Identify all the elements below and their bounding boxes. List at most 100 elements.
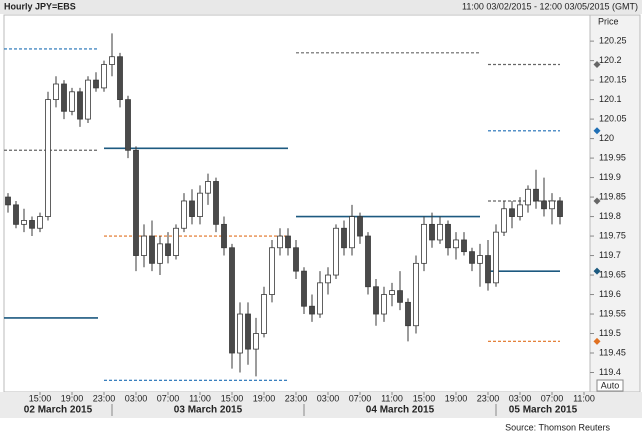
plot-area [3, 14, 591, 393]
candle-body [277, 235, 283, 249]
candle-body [301, 270, 307, 307]
y-tick-label: 120.2 [599, 55, 622, 65]
candle-body [365, 235, 371, 288]
level-marker [593, 61, 601, 69]
candle-body [549, 200, 555, 210]
candle-body [45, 99, 51, 217]
chart-subtitle: 11:00 03/02/2015 - 12:00 03/05/2015 (GMT… [462, 1, 638, 11]
candle-body [437, 223, 443, 241]
candle-body [101, 64, 107, 89]
candle-body [405, 301, 411, 327]
x-tick-label: 19:00 [253, 393, 276, 403]
candle-body [205, 181, 211, 194]
x-tick-label: 11:00 [189, 393, 211, 403]
candle-body [333, 227, 339, 276]
candle-body [29, 220, 35, 229]
price-axis-panel [589, 14, 641, 393]
y-tick-label: 119.95 [599, 152, 626, 162]
candle-body [149, 235, 155, 264]
day-label: 04 March 2015 [366, 405, 435, 416]
candle-body [557, 200, 563, 217]
candle-body [533, 188, 539, 202]
day-label: 05 March 2015 [509, 405, 578, 416]
candle-body [389, 290, 395, 295]
y-tick-label: 120 [599, 133, 614, 143]
candle-body [213, 181, 219, 225]
chart-title: Hourly JPY=EBS [4, 1, 76, 11]
day-label: 02 March 2015 [24, 405, 93, 416]
candle-body [53, 83, 59, 101]
candle-body [325, 274, 331, 284]
candle-body [357, 216, 363, 237]
candle-body [125, 99, 131, 151]
candle-body [133, 149, 139, 256]
candle-body [165, 243, 171, 256]
level-marker [593, 197, 601, 205]
candle-body [285, 235, 291, 249]
candle-body [141, 235, 147, 256]
y-tick-label: 119.5 [599, 328, 621, 338]
candle-body [109, 56, 115, 65]
header-bar [0, 0, 642, 14]
candle-body [309, 305, 315, 315]
x-tick-label: 19:00 [445, 393, 468, 403]
y-tick-label: 120.05 [599, 113, 627, 123]
candle-body [77, 91, 83, 120]
x-tick-label: 11:00 [573, 393, 595, 403]
y-tick-label: 119.85 [599, 191, 626, 201]
x-tick-label: 03:00 [125, 393, 148, 403]
candle-body [509, 208, 515, 217]
x-tick-label: 03:00 [509, 393, 532, 403]
candle-body [421, 223, 427, 264]
x-tick-label: 15:00 [221, 393, 244, 403]
x-tick-label: 11:00 [381, 393, 403, 403]
candle-body [517, 204, 523, 217]
y-tick-label: 119.45 [599, 347, 626, 357]
y-tick-label: 119.55 [599, 308, 626, 318]
candle-body [269, 247, 275, 295]
x-tick-label: 03:00 [317, 393, 340, 403]
x-tick-label: 15:00 [413, 393, 436, 403]
x-tick-label: 15:00 [29, 393, 52, 403]
candle-body [253, 333, 259, 350]
candle-body [493, 231, 499, 284]
level-marker [593, 267, 601, 275]
candle-body [69, 91, 75, 112]
y-tick-label: 119.8 [599, 211, 621, 221]
x-tick-label: 07:00 [541, 393, 564, 403]
auto-button-label[interactable]: Auto [601, 380, 620, 390]
candle-body [85, 79, 91, 120]
candle-body [13, 204, 19, 225]
candle-body [21, 220, 27, 225]
candle-body [429, 223, 435, 241]
candle-body [93, 79, 99, 89]
candle-body [469, 251, 475, 264]
auto-button[interactable] [596, 379, 624, 392]
candle-body [461, 239, 467, 253]
x-tick-label: 23:00 [477, 393, 500, 403]
candle-body [501, 208, 507, 233]
x-tick-label: 07:00 [157, 393, 180, 403]
candle-body [381, 294, 387, 315]
x-tick-label: 19:00 [61, 393, 84, 403]
y-tick-label: 119.4 [599, 367, 621, 377]
candle-body [157, 243, 163, 264]
candle-body [173, 227, 179, 256]
source-note: Source: Thomson Reuters [505, 422, 610, 432]
candle-body [245, 313, 251, 350]
level-marker [593, 127, 601, 135]
candle-body [485, 255, 491, 284]
day-label: 03 March 2015 [174, 405, 243, 416]
candle-body [237, 313, 243, 354]
time-axis-panel [0, 392, 642, 418]
y-tick-label: 119.9 [599, 172, 621, 182]
y-tick-label: 119.6 [599, 289, 621, 299]
candle-body [221, 223, 227, 249]
candle-body [349, 216, 355, 249]
y-tick-label: 119.75 [599, 230, 626, 240]
candle-body [525, 188, 531, 206]
candle-body [197, 192, 203, 217]
candle-body [373, 286, 379, 315]
candle-body [189, 200, 195, 217]
